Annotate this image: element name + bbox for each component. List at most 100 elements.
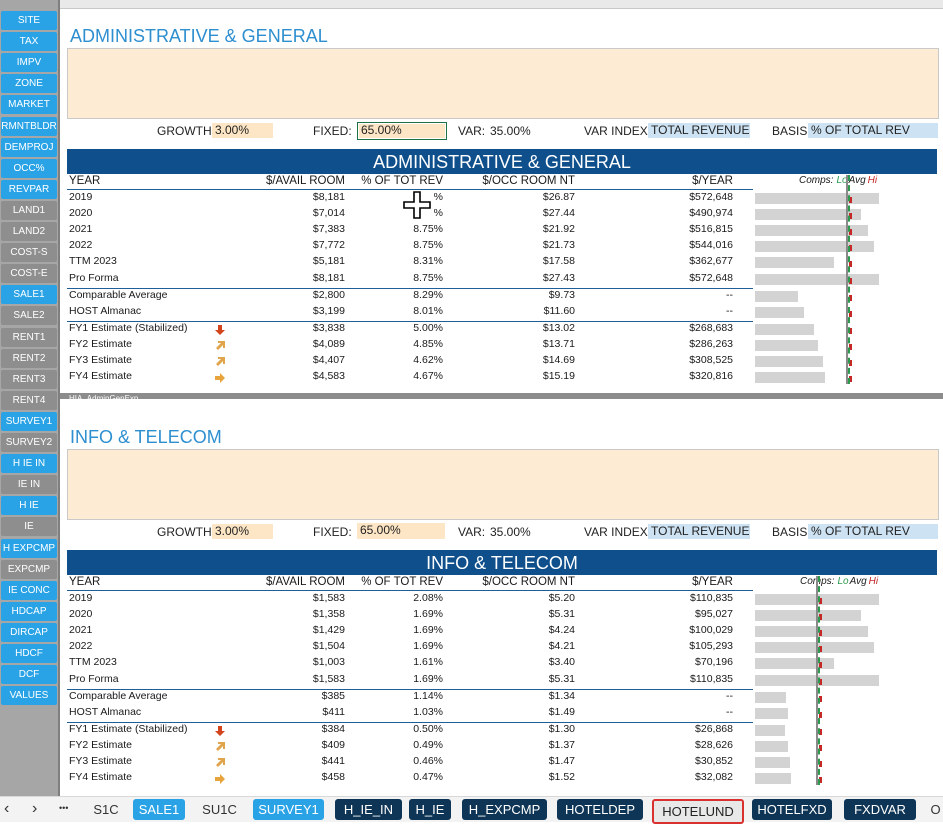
nav-button-survey2[interactable]: SURVEY2 <box>1 433 57 452</box>
cell-per-year: $490,974 <box>689 207 733 220</box>
tab-sale1[interactable]: SALE1 <box>133 799 185 820</box>
section-title: ADMINISTRATIVE & GENERAL <box>70 26 328 46</box>
tab-h-ie[interactable]: H_IE <box>409 799 451 820</box>
nav-button-cost-e[interactable]: COST-E <box>1 264 57 284</box>
tab-more-icon[interactable]: ••• <box>59 803 69 813</box>
row-label: FY3 Estimate <box>69 354 133 366</box>
tab-scroll-left-icon[interactable]: ‹ <box>4 800 10 817</box>
basis-select[interactable]: % OF TOTAL REV <box>808 524 938 539</box>
var-index-select[interactable]: TOTAL REVENUE <box>648 524 750 539</box>
notes-area[interactable] <box>67 449 939 520</box>
tab-hotelfxd[interactable]: HOTELFXD <box>752 799 832 820</box>
nav-button-demproj[interactable]: DEMPROJ <box>1 137 57 157</box>
tab-o[interactable]: O <box>930 802 941 817</box>
tab-h-expcmp[interactable]: H_EXPCMP <box>462 799 547 820</box>
nav-button-rmntbldr[interactable]: RMNTBLDR <box>1 116 57 136</box>
fixed-input[interactable]: 65.00% <box>357 122 447 140</box>
arrow-up-right-icon <box>214 355 226 367</box>
tab-s1c[interactable]: S1C <box>93 802 119 817</box>
nav-button-cost-s[interactable]: COST-S <box>1 243 57 263</box>
cell-per-year: $26,868 <box>695 722 733 735</box>
var-index-select[interactable]: TOTAL REVENUE <box>648 123 750 138</box>
nav-button-land2[interactable]: LAND2 <box>1 222 57 241</box>
cell-avail-room: $384 <box>321 722 345 735</box>
row-label: Comparable Average <box>69 288 168 301</box>
nav-button-h-expcmp[interactable]: H EXPCMP <box>1 538 57 558</box>
comps-avg-label: Avg <box>848 175 866 186</box>
nav-button-zone[interactable]: ZONE <box>1 74 57 94</box>
cell-avail-room: $409 <box>321 738 345 751</box>
nav-button-rent4[interactable]: RENT4 <box>1 390 57 410</box>
cell-pct-tot-rev: 5.00% <box>413 321 443 334</box>
nav-button-ie-in[interactable]: IE IN <box>1 475 57 495</box>
comp-bar <box>755 356 823 367</box>
comps-hi-label: Hi <box>867 175 878 186</box>
nav-button-rent2[interactable]: RENT2 <box>1 348 57 368</box>
comps-label: Comps: <box>799 175 834 186</box>
row-label: Pro Forma <box>69 672 119 685</box>
tab-h-ie-in[interactable]: H_IE_IN <box>335 799 402 820</box>
nav-button-dcf[interactable]: DCF <box>1 665 57 685</box>
growth-input[interactable]: 3.00% <box>212 524 273 539</box>
row-label: 2021 <box>69 223 93 236</box>
nav-button-h-ie-in[interactable]: H IE IN <box>1 454 57 474</box>
hi-marker <box>819 662 822 669</box>
var-value: 35.00% <box>490 124 531 138</box>
nav-button-hdcap[interactable]: HDCAP <box>1 601 57 621</box>
tab-survey1[interactable]: SURVEY1 <box>253 799 324 820</box>
basis-select[interactable]: % OF TOTAL REV <box>808 123 938 138</box>
nav-button-dircap[interactable]: DIRCAP <box>1 622 57 642</box>
tab-fxdvar[interactable]: FXDVAR <box>844 799 916 820</box>
nav-button-tax[interactable]: TAX <box>1 32 57 52</box>
cell-per-year: $572,648 <box>689 271 733 284</box>
cell-pct-tot-rev: 1.69% <box>413 608 443 621</box>
nav-button-sale1[interactable]: SALE1 <box>1 285 57 305</box>
hi-marker <box>849 229 852 236</box>
tab-su1c[interactable]: SU1C <box>202 802 237 817</box>
comps-lo-label: Lo <box>837 576 849 587</box>
comp-bar <box>755 257 834 269</box>
nav-button-sale2[interactable]: SALE2 <box>1 306 57 326</box>
nav-button-revpar[interactable]: REVPAR <box>1 179 57 199</box>
basis-label: BASIS: <box>772 525 811 539</box>
tab-scroll-right-icon[interactable]: › <box>32 800 38 817</box>
cell-occ-room-nt: $13.02 <box>542 321 575 334</box>
cell-per-year: $28,626 <box>695 738 733 751</box>
cell-pct-tot-rev: % <box>433 191 443 203</box>
tab-hotelund[interactable]: HOTELUND <box>652 799 744 824</box>
nav-button-site[interactable]: SITE <box>1 11 57 30</box>
nav-button-land1[interactable]: LAND1 <box>1 200 57 220</box>
nav-button-occ-[interactable]: OCC% <box>1 158 57 178</box>
cell-avail-room: $4,583 <box>312 370 345 383</box>
cell-avail-room: $7,772 <box>312 239 345 252</box>
hi-marker <box>849 294 852 301</box>
cell-per-year: $362,677 <box>689 255 733 268</box>
col-header-pct-tot-rev: % OF TOT REV <box>361 175 443 187</box>
cell-avail-room: $2,800 <box>312 288 345 301</box>
fixed-input[interactable]: 65.00% <box>357 523 445 539</box>
arrow-down-icon <box>214 323 226 335</box>
nav-button-values[interactable]: VALUES <box>1 686 57 706</box>
nav-button-market[interactable]: MARKET <box>1 95 57 115</box>
notes-area[interactable] <box>67 48 939 119</box>
nav-button-rent3[interactable]: RENT3 <box>1 369 57 389</box>
nav-button-expcmp[interactable]: EXPCMP <box>1 559 57 579</box>
var-label: VAR: <box>458 525 486 539</box>
growth-input[interactable]: 3.00% <box>212 123 273 138</box>
comp-bar <box>755 757 790 768</box>
cell-per-year: $32,082 <box>695 771 733 784</box>
row-label: HOST Almanac <box>69 304 142 317</box>
hi-marker <box>819 777 822 784</box>
nav-button-ie[interactable]: IE <box>1 517 57 537</box>
nav-button-survey1[interactable]: SURVEY1 <box>1 411 57 431</box>
growth-label: GROWTH: <box>157 525 215 539</box>
nav-button-h-ie[interactable]: H IE <box>1 496 57 516</box>
nav-button-hdcf[interactable]: HDCF <box>1 644 57 663</box>
nav-button-rent1[interactable]: RENT1 <box>1 327 57 347</box>
nav-button-impv[interactable]: IMPV <box>1 53 57 73</box>
cell-occ-room-nt: $11.60 <box>543 304 575 317</box>
tab-hoteldep[interactable]: HOTELDEP <box>557 799 643 820</box>
nav-button-ie-conc[interactable]: IE CONC <box>1 580 57 600</box>
comp-bar <box>755 225 868 237</box>
